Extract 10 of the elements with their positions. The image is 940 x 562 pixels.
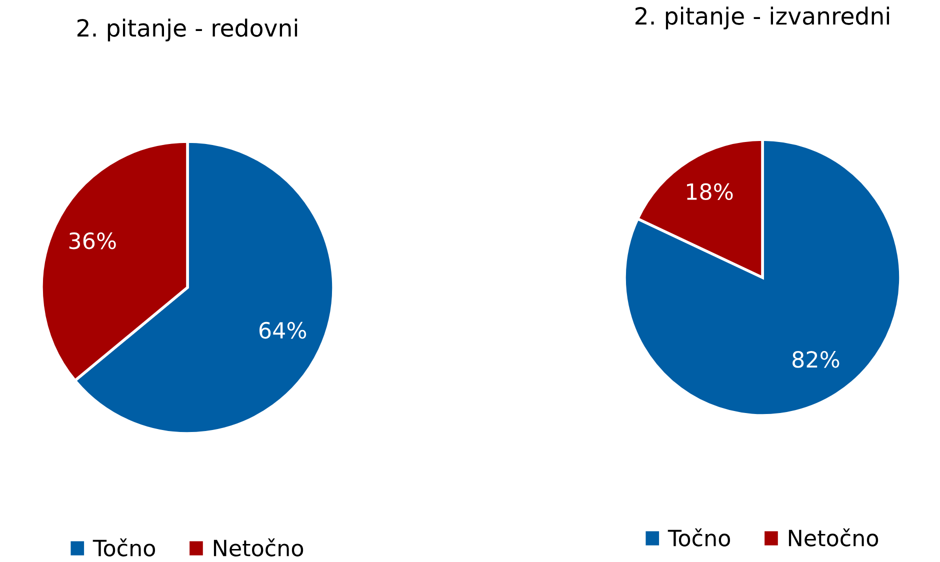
data-label: 36% (69, 232, 116, 250)
data-label: 82% (792, 351, 840, 368)
data-label: 64% (259, 322, 306, 339)
legend-label: Netočno (788, 528, 878, 546)
legend-label: Točno (92, 538, 156, 556)
legend-label: Točno (668, 528, 730, 546)
chart-title: 2. pitanje - izvanredni (636, 6, 890, 30)
chart-title: 2. pitanje - redovni (77, 18, 298, 42)
legend-label: Netočno (214, 538, 304, 556)
data-label: 18% (687, 183, 733, 200)
